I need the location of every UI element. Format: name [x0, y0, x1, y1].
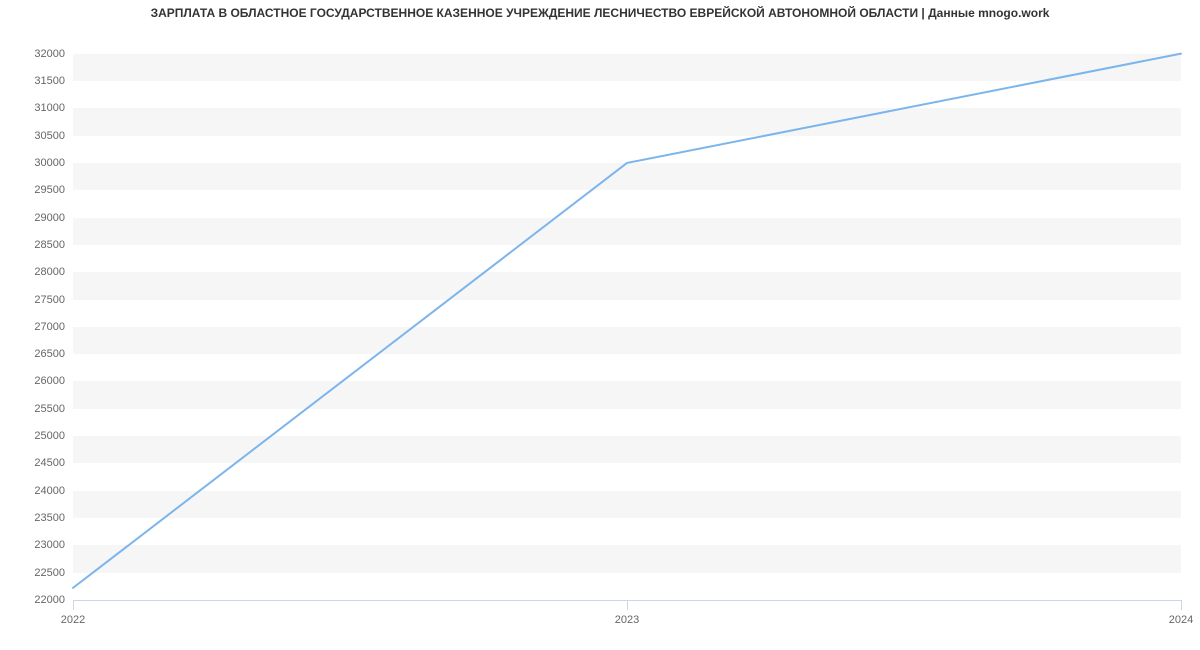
y-tick-label: 28000	[34, 266, 65, 278]
x-tick-label: 2023	[615, 614, 639, 626]
salary-line-chart: ЗАРПЛАТА В ОБЛАСТНОЕ ГОСУДАРСТВЕННОЕ КАЗ…	[0, 0, 1200, 650]
x-tick-mark	[1181, 600, 1182, 610]
y-tick-label: 22000	[34, 594, 65, 606]
x-tick-label: 2024	[1169, 614, 1193, 626]
y-tick-label: 30500	[34, 130, 65, 142]
y-tick-label: 23500	[34, 512, 65, 524]
x-tick-mark	[627, 600, 628, 610]
y-tick-label: 31500	[34, 75, 65, 87]
y-tick-label: 32000	[34, 48, 65, 60]
x-tick-mark	[73, 600, 74, 610]
y-tick-label: 31000	[34, 102, 65, 114]
y-tick-label: 24500	[34, 457, 65, 469]
y-tick-label: 30000	[34, 157, 65, 169]
y-tick-label: 26000	[34, 375, 65, 387]
y-tick-label: 27500	[34, 294, 65, 306]
y-tick-label: 25000	[34, 430, 65, 442]
y-tick-label: 23000	[34, 539, 65, 551]
y-tick-label: 27000	[34, 321, 65, 333]
y-tick-label: 25500	[34, 403, 65, 415]
y-tick-label: 28500	[34, 239, 65, 251]
y-tick-label: 26500	[34, 348, 65, 360]
y-tick-label: 22500	[34, 567, 65, 579]
line-series	[73, 40, 1181, 600]
chart-title: ЗАРПЛАТА В ОБЛАСТНОЕ ГОСУДАРСТВЕННОЕ КАЗ…	[0, 6, 1200, 20]
y-tick-label: 29000	[34, 212, 65, 224]
y-tick-label: 24000	[34, 485, 65, 497]
plot-area: 2200022500230002350024000245002500025500…	[73, 40, 1181, 600]
y-tick-label: 29500	[34, 184, 65, 196]
x-tick-label: 2022	[61, 614, 85, 626]
